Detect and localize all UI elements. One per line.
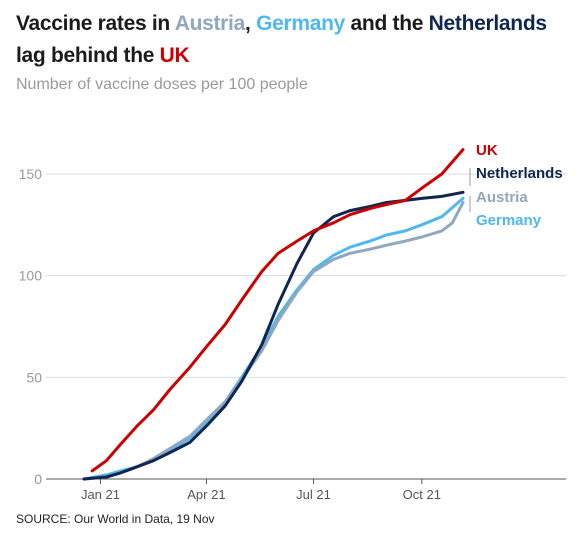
gridlines [46,173,566,480]
title-part: and the [345,12,429,35]
series-label-germany: Germany [476,212,542,229]
y-tick-label: 150 [19,166,43,182]
y-tick-label: 50 [26,369,42,385]
x-tick-label: Apr 21 [187,487,225,502]
chart-subtitle: Number of vaccine doses per 100 people [16,76,308,93]
y-tick-label: 100 [19,268,43,284]
title-part: UK [159,44,190,67]
series-label-uk: UK [476,142,498,159]
title-part: Vaccine rates in [16,12,175,35]
x-tick-label: Jul 21 [296,487,331,502]
x-axis: Jan 21 Apr 21 Jul 21 Oct 21 [81,479,441,502]
title-part: , [244,12,257,35]
title-part: Germany [256,12,346,35]
series-label-austria: Austria [476,189,528,206]
source-note: SOURCE: Our World in Data, 19 Nov [16,512,215,526]
y-tick-label: 0 [34,471,42,487]
series-line-uk [90,148,465,473]
series-label-netherlands: Netherlands [476,165,563,182]
series-lines [82,148,465,481]
series-labels: UK Netherlands Austria Germany [469,142,563,229]
x-tick-label: Jan 21 [81,487,120,502]
x-tick-label: Oct 21 [403,487,441,502]
series-line-netherlands [82,190,465,481]
title-part: Austria [174,12,246,35]
series-line-austria [82,201,465,481]
title-part: Netherlands [428,12,547,35]
title-part: lag behind the [16,44,160,67]
y-axis: 0 50 100 150 [19,166,43,487]
chart-title: Vaccine rates in Austria, Germany and th… [16,8,566,72]
